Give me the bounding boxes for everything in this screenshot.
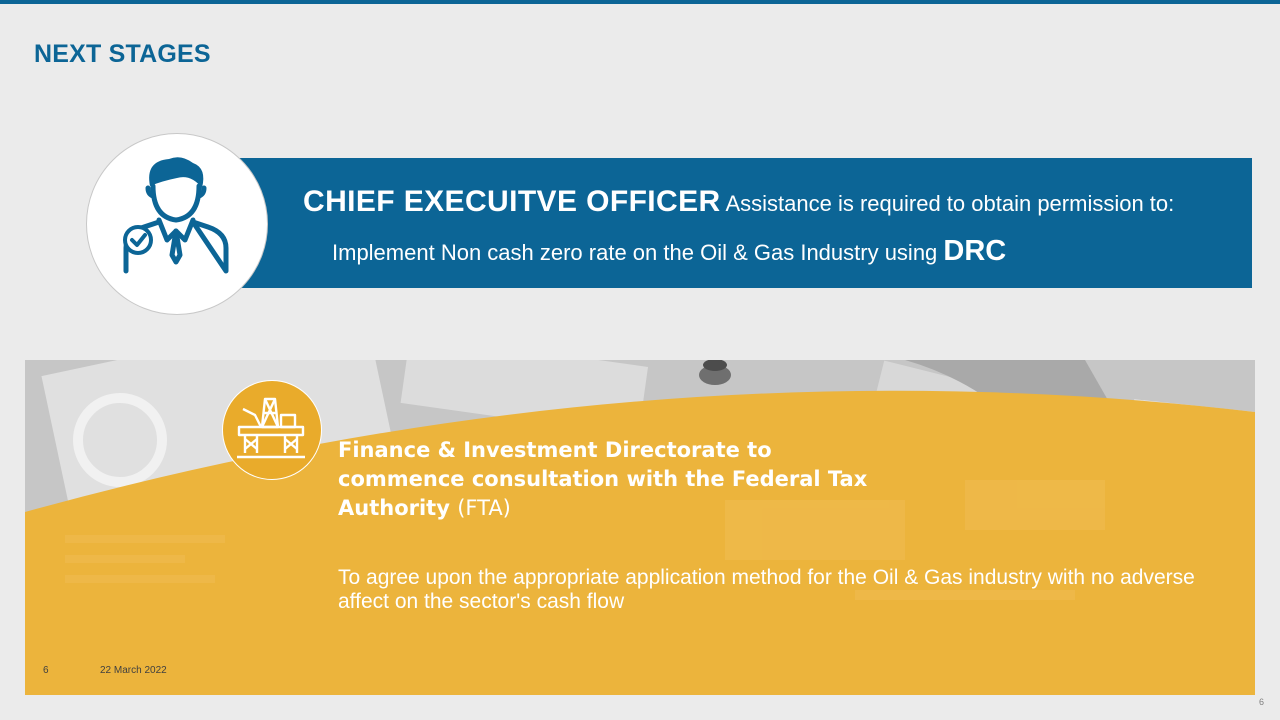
- ceo-line-2: Implement Non cash zero rate on the Oil …: [332, 235, 1006, 268]
- ceo-avatar: [86, 133, 268, 315]
- finance-body-text: To agree upon the appropriate applicatio…: [338, 566, 1195, 613]
- corner-page-number: 6: [1259, 697, 1265, 707]
- business-documents-photo: [25, 360, 1255, 695]
- oil-rig-icon: [237, 397, 305, 459]
- finance-heading: Finance & Investment Directorate to comm…: [338, 436, 898, 523]
- top-accent-rule: [0, 0, 1280, 4]
- oil-rig-badge: [222, 380, 322, 480]
- ceo-implement-text: Implement Non cash zero rate on the Oil …: [332, 240, 938, 265]
- footer-date: 22 March 2022: [100, 665, 167, 676]
- footer-page-number: 6: [43, 665, 49, 676]
- fta-abbreviation: (FTA): [457, 496, 511, 520]
- businessman-check-icon: [123, 157, 229, 274]
- ceo-drc-emphasis: DRC: [943, 235, 1007, 267]
- finance-heading-main: Finance & Investment Directorate to comm…: [338, 438, 868, 520]
- ceo-role-title: CHIEF EXECUITVE OFFICER: [303, 185, 721, 218]
- ceo-banner: CHIEF EXECUITVE OFFICER Assistance is re…: [236, 158, 1252, 288]
- slide-title: NEXT STAGES: [34, 40, 211, 68]
- ceo-request-text: Assistance is required to obtain permiss…: [725, 191, 1175, 216]
- ceo-line-1: CHIEF EXECUITVE OFFICER Assistance is re…: [303, 185, 1174, 219]
